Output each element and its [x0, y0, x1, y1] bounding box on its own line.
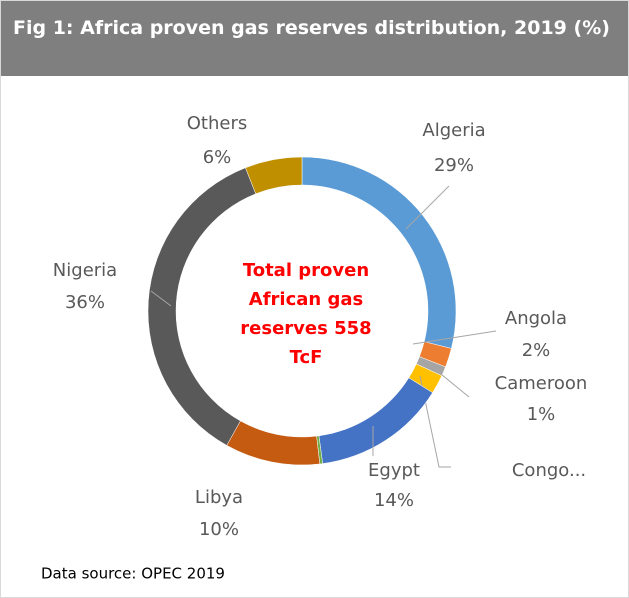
donut-slice: [318, 377, 433, 464]
slice-value-label: 1%: [527, 404, 556, 425]
slice-label: Nigeria: [53, 260, 117, 281]
slice-label: Algeria: [422, 120, 485, 141]
leader-line: [150, 290, 172, 307]
slice-label: Libya: [195, 487, 243, 508]
leader-line: [424, 360, 470, 398]
slice-value-label: 2%: [522, 340, 551, 361]
slice-value-label: 36%: [65, 292, 105, 313]
leader-line: [405, 185, 450, 230]
donut-slice: [147, 167, 257, 446]
slice-value-label: 29%: [434, 155, 474, 176]
slice-label: Cameroon: [495, 373, 588, 394]
slice-value-label: 14%: [374, 490, 414, 511]
slice-label: Egypt: [368, 460, 420, 481]
center-label: reserves 558: [240, 318, 371, 339]
slice-label: Others: [187, 113, 248, 134]
slice-label: Congo...: [512, 460, 586, 481]
donut-slice: [226, 420, 321, 466]
center-label: African gas: [249, 289, 363, 310]
center-label: TcF: [290, 347, 323, 368]
slice-value-label: 6%: [203, 147, 232, 168]
source-note: Data source: OPEC 2019: [41, 565, 225, 583]
center-label: Total proven: [243, 260, 369, 281]
slice-value-label: 10%: [199, 519, 239, 540]
slice-label: Angola: [505, 308, 567, 329]
leader-line: [419, 375, 451, 468]
donut-slice: [245, 156, 303, 195]
leader-line: [412, 330, 497, 345]
chart-title: Fig 1: Africa proven gas reserves distri…: [1, 1, 628, 76]
